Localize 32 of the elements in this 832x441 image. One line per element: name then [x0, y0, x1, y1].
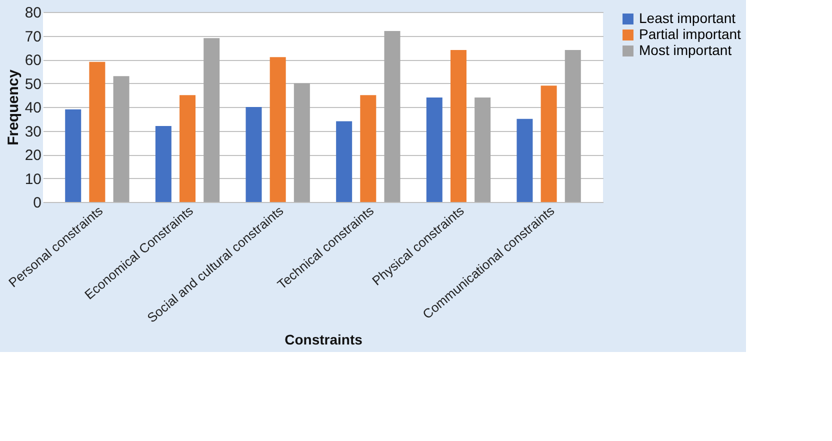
bar: [180, 95, 196, 202]
y-tick-label: 30: [24, 123, 42, 140]
bar: [89, 62, 106, 202]
y-axis-title: Frequency: [4, 68, 22, 146]
bar: [246, 107, 262, 202]
x-axis-title: Constraints: [284, 331, 363, 348]
legend-label: Partial important: [639, 26, 742, 42]
bar: [294, 83, 310, 202]
y-tick-label: 70: [24, 28, 42, 46]
bar: [450, 50, 466, 202]
y-tick-label: 80: [24, 4, 42, 22]
y-tick-label: 40: [24, 100, 42, 116]
y-tick-label: 0: [33, 194, 42, 212]
bar: [204, 38, 220, 202]
bar: [155, 126, 172, 202]
bar: [65, 109, 82, 202]
y-tick-label: 60: [24, 52, 42, 69]
bar: [564, 50, 581, 202]
y-tick-label: 10: [24, 170, 42, 188]
bar: [113, 76, 130, 202]
bar: [516, 118, 533, 202]
legend-label: Most important: [639, 42, 732, 58]
bar: [360, 95, 376, 202]
bar: [540, 86, 557, 202]
bar: [474, 98, 491, 202]
bar: [384, 31, 400, 202]
legend-label: Least important: [639, 10, 736, 26]
y-tick-label: 20: [24, 147, 42, 164]
bar: [426, 98, 442, 202]
bar: [336, 121, 352, 202]
bar: [270, 57, 286, 202]
y-tick-label: 50: [24, 76, 42, 93]
